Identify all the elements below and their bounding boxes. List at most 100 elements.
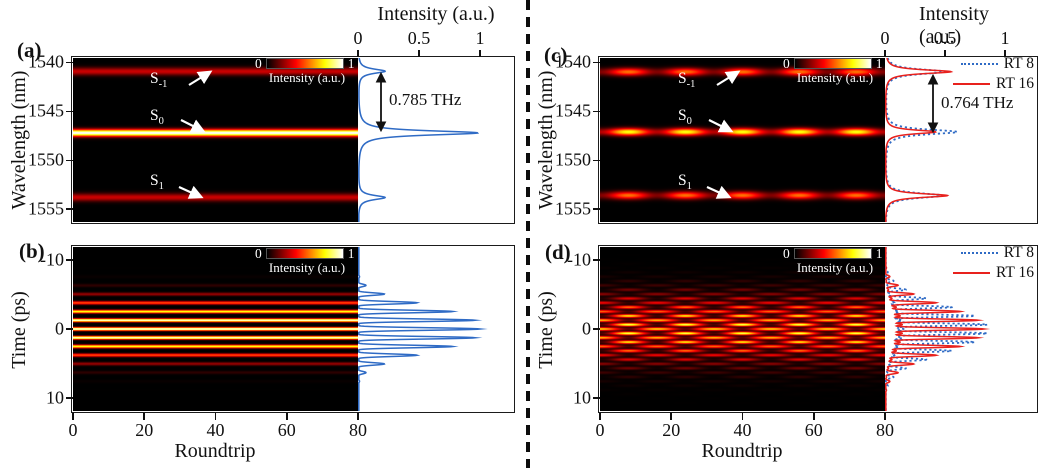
band-label-sub: 0 [686,116,692,128]
colorbar-min-label: 0 [783,245,790,261]
colorbar-gradient [793,58,872,69]
annotation-thz-right: 0.764 THz [941,93,1014,112]
intensity-tick-label: 1 [475,28,485,48]
y-tick-mark [66,110,73,113]
x-tick-mark [214,413,217,420]
legend-row-rt8: RT 8 [953,243,1034,263]
profile-d-canvas [885,247,1036,411]
x-tick-label: 80 [876,420,894,440]
colorbar-title: Intensity (a.u.) [796,260,874,275]
legend-panel-d: RT 8 RT 16 [953,243,1034,283]
intensity-tick-label: 1 [1000,28,1010,48]
legend-row-rt16: RT 16 [953,263,1034,283]
x-tick-mark [670,413,673,420]
x-axis-label-roundtrip-right: Roundtrip [701,440,783,462]
x-tick-label: 20 [662,420,681,440]
y-axis-label-wavelength-right: Wavelength (nm) [535,70,557,210]
band-label-sub: -1 [686,79,696,91]
y-tick-label: 0 [582,318,591,339]
colorbar-b: 0 1 Intensity (a.u.) [255,245,359,276]
panel-divider-dashed-line [526,0,530,468]
colorbar-gradient [265,248,344,259]
band-label-s1-a: S1 [150,172,164,192]
profile-b-canvas [358,247,513,411]
profile-c-canvas [885,58,1036,222]
x-tick-label: 80 [349,420,367,440]
y-tick-mark [66,159,73,162]
band-label-base: S [150,172,159,189]
heatmap-c-spectrum [600,58,885,222]
band-label-s0-a: S0 [150,107,164,127]
legend-line-sample-rt8 [960,63,998,65]
y-tick-mark [66,397,73,399]
legend-label-rt16: RT 16 [996,75,1034,92]
intensity-tick-label: 0 [353,28,363,48]
intensity-tick-mark [357,50,359,57]
intensity-tick-label: 0.5 [407,28,431,48]
intensity-tick-mark [884,50,886,57]
x-tick-label: 60 [277,420,296,440]
x-tick-label: 60 [804,420,823,440]
band-label-s-minus1-c: S-1 [678,70,695,90]
y-tick-label: 1555 [555,198,591,219]
band-label-s-minus1-a: S-1 [150,70,167,90]
band-label-base: S [150,70,159,87]
colorbar-min-label: 0 [255,55,262,71]
band-label-s0-c: S0 [678,107,692,127]
legend-label-rt16: RT 16 [996,264,1034,281]
y-tick-mark [593,259,600,261]
band-label-s1-c: S1 [678,172,692,192]
colorbar-min-label: 0 [783,55,790,71]
y-tick-mark [593,208,600,211]
heatmap-d-time [600,247,885,411]
y-tick-label: 1550 [555,149,591,170]
y-tick-label: 1550 [28,149,64,170]
y-tick-label: 10 [46,387,64,408]
colorbar-max-label: 1 [875,55,883,71]
intensity-tick-label: 0.5 [933,28,957,48]
band-label-base: S [678,172,687,189]
y-tick-label: 1555 [28,198,64,219]
colorbar-gradient [265,58,344,69]
legend-row-rt8: RT 8 [953,54,1034,74]
colorbar-gradient [793,248,872,259]
colorbar-d: 0 1 Intensity (a.u.) [783,245,887,276]
panel-label-d: (d) [545,240,571,264]
colorbar-min-label: 0 [255,245,262,261]
intensity-tick-mark [1004,50,1006,57]
top-axis-label-intensity-right: Intensity (a.u.) [919,3,989,48]
annotation-thz-left: 0.785 THz [389,90,462,109]
legend-line-sample-rt8 [960,252,998,254]
y-tick-mark [593,110,600,113]
band-label-base: S [678,70,687,87]
x-tick-mark [741,413,744,420]
band-label-base: S [150,107,159,124]
x-tick-label: 40 [733,420,752,440]
x-tick-mark [72,413,74,420]
y-tick-mark [66,208,73,211]
legend-panel-c: RT 8 RT 16 [953,54,1034,94]
y-tick-mark [66,259,73,261]
y-tick-label: 10 [573,387,591,408]
panel-label-a: (a) [17,38,42,62]
intensity-tick-label: 0 [880,28,890,48]
band-label-sub: 0 [158,116,164,128]
y-tick-label: 1545 [28,100,64,121]
x-axis-label-roundtrip-left: Roundtrip [174,440,256,462]
colorbar-title: Intensity (a.u.) [268,260,346,275]
x-tick-mark [357,413,359,420]
colorbar-max-label: 1 [347,245,355,261]
heatmap-a-spectrum [73,58,358,222]
x-tick-mark [143,413,146,420]
top-axis-label-intensity-left: Intensity (a.u.) [377,3,495,25]
panel-label-c: (c) [544,43,568,67]
x-tick-mark [285,413,288,420]
profile-a-canvas [358,58,513,222]
y-tick-mark [593,328,600,330]
y-tick-label: 1540 [28,51,64,72]
x-tick-mark [812,413,815,420]
x-tick-mark [884,413,886,420]
colorbar-max-label: 1 [875,245,883,261]
intensity-tick-mark [418,50,420,57]
